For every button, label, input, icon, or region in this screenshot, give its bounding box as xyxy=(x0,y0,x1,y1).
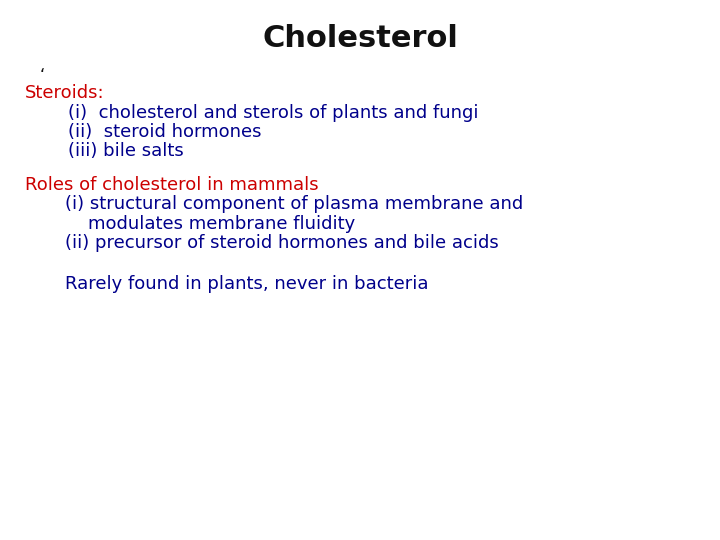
Text: (i) structural component of plasma membrane and: (i) structural component of plasma membr… xyxy=(65,195,523,213)
Text: (ii) precursor of steroid hormones and bile acids: (ii) precursor of steroid hormones and b… xyxy=(65,234,498,252)
Text: Steroids:: Steroids: xyxy=(25,84,105,102)
Text: Roles of cholesterol in mammals: Roles of cholesterol in mammals xyxy=(25,176,319,193)
Text: ‘: ‘ xyxy=(40,68,45,85)
Text: modulates membrane fluidity: modulates membrane fluidity xyxy=(65,215,355,233)
Text: (iii) bile salts: (iii) bile salts xyxy=(68,142,184,160)
Text: (i)  cholesterol and sterols of plants and fungi: (i) cholesterol and sterols of plants an… xyxy=(68,104,479,122)
Text: (ii)  steroid hormones: (ii) steroid hormones xyxy=(68,123,262,141)
Text: Rarely found in plants, never in bacteria: Rarely found in plants, never in bacteri… xyxy=(65,275,428,293)
Text: Cholesterol: Cholesterol xyxy=(262,24,458,53)
